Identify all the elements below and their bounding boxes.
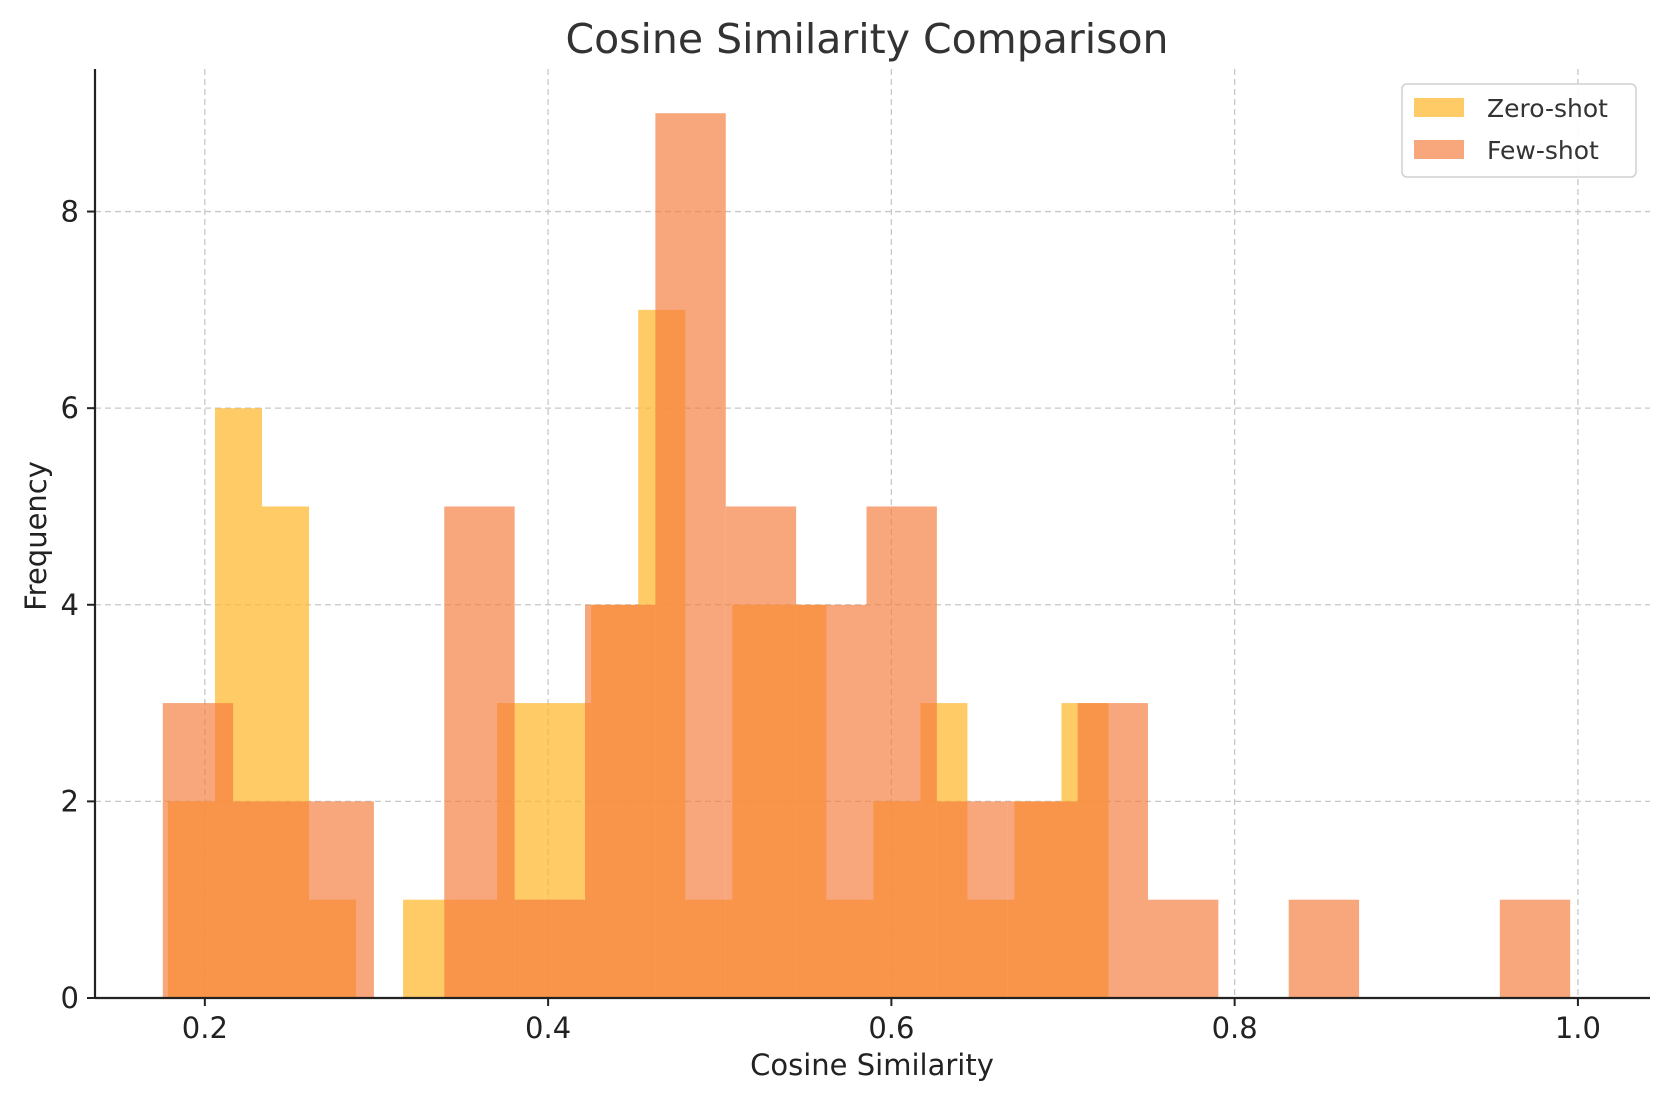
histogram-bar (444, 506, 515, 998)
legend-label-few-shot: Few-shot (1487, 136, 1599, 165)
histogram-bar (796, 604, 867, 998)
histogram-bar (303, 801, 374, 998)
histogram-bar (936, 801, 1008, 998)
histogram-bar (162, 703, 234, 998)
histogram-bar (1077, 703, 1148, 998)
y-tick-label: 6 (61, 391, 79, 425)
histogram-bar (1007, 801, 1078, 998)
x-tick-label: 0.6 (868, 1011, 914, 1045)
x-axis-label: Cosine Similarity (750, 1048, 994, 1082)
legend-swatch-few-shot (1414, 140, 1464, 159)
axes (93, 69, 1650, 1000)
x-tick-label: 0.8 (1212, 1011, 1258, 1045)
y-axis-label: Frequency (19, 461, 53, 611)
x-tick-label: 0.2 (182, 1011, 228, 1045)
x-tick-label: 0.4 (525, 1011, 571, 1045)
y-tick-label: 0 (61, 981, 79, 1015)
histogram-bar (233, 801, 304, 998)
histogram-bar (585, 604, 656, 998)
chart-title: Cosine Similarity Comparison (565, 15, 1168, 63)
histogram-bar (655, 113, 726, 998)
y-ticks: 0 2 4 6 8 (61, 195, 95, 1015)
y-tick-label: 2 (61, 784, 79, 818)
legend-swatch-zero-shot (1414, 98, 1464, 117)
histogram-bar (725, 506, 797, 998)
histogram-bar (403, 899, 451, 998)
y-tick-label: 8 (61, 195, 79, 229)
legend-label-zero-shot: Zero-shot (1487, 94, 1608, 123)
histogram-bar (1499, 899, 1571, 998)
series-few-shot (162, 113, 1571, 998)
histogram-bar (866, 506, 937, 998)
histogram-bar (514, 899, 586, 998)
histogram-bar (1288, 899, 1360, 998)
legend: Zero-shot Few-shot (1401, 83, 1637, 178)
x-ticks: 0.2 0.4 0.6 0.8 1.0 (182, 998, 1601, 1045)
histogram-bar (1147, 899, 1219, 998)
histogram-bars (162, 113, 1571, 999)
y-tick-label: 4 (61, 588, 79, 622)
x-tick-label: 1.0 (1555, 1011, 1601, 1045)
